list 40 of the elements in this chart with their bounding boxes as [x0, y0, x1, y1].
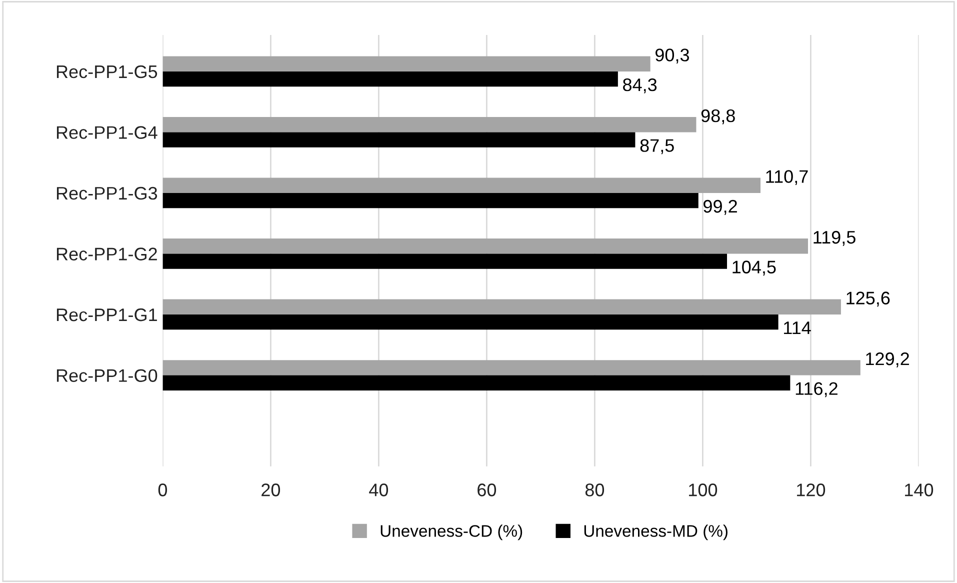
x-tick-label: 80 [585, 484, 604, 496]
y-tick-label: Rec-PP1-G5 [56, 65, 158, 78]
y-tick-label: Rec-PP1-G2 [56, 248, 157, 260]
data-label: 114 [784, 322, 811, 334]
bar [162, 314, 778, 330]
data-label: 87,5 [640, 139, 674, 154]
bar [162, 238, 808, 254]
legend-label: Uneveness-MD (%) [584, 524, 728, 540]
data-label: 98,8 [701, 109, 735, 124]
data-label: 110,7 [766, 170, 808, 186]
x-tick-label: 0 [158, 484, 168, 496]
bar [162, 132, 636, 148]
x-tick-label: 20 [262, 484, 280, 496]
data-label: 84,3 [623, 78, 657, 94]
x-tick-label: 120 [797, 484, 826, 496]
data-label: 99,2 [704, 200, 737, 215]
bar [162, 254, 728, 269]
data-label: 125,6 [846, 292, 890, 307]
data-label: 129,2 [866, 352, 909, 368]
x-tick-label: 60 [478, 484, 496, 496]
bar [162, 178, 760, 193]
data-label: 104,5 [732, 260, 776, 276]
bar [162, 360, 860, 376]
x-tick-label: 40 [369, 484, 388, 496]
bar [162, 375, 790, 390]
data-label: 119,5 [814, 230, 856, 246]
y-tick-label: Rec-PP1-G0 [56, 369, 158, 382]
x-tick-label: 140 [905, 484, 934, 496]
bar [162, 71, 618, 87]
y-tick-label: Rec-PP1-G3 [56, 186, 158, 200]
data-label: 116,2 [796, 382, 838, 398]
x-tick-label: 100 [689, 484, 718, 496]
bar [162, 117, 696, 132]
y-tick-label: Rec-PP1-G1 [56, 308, 157, 322]
bar [162, 299, 841, 314]
bar [162, 192, 698, 208]
data-label: 90,3 [655, 48, 689, 64]
legend-label: Uneveness-CD (%) [380, 524, 522, 540]
y-tick-label: Rec-PP1-G4 [56, 126, 158, 139]
bar [162, 56, 650, 72]
